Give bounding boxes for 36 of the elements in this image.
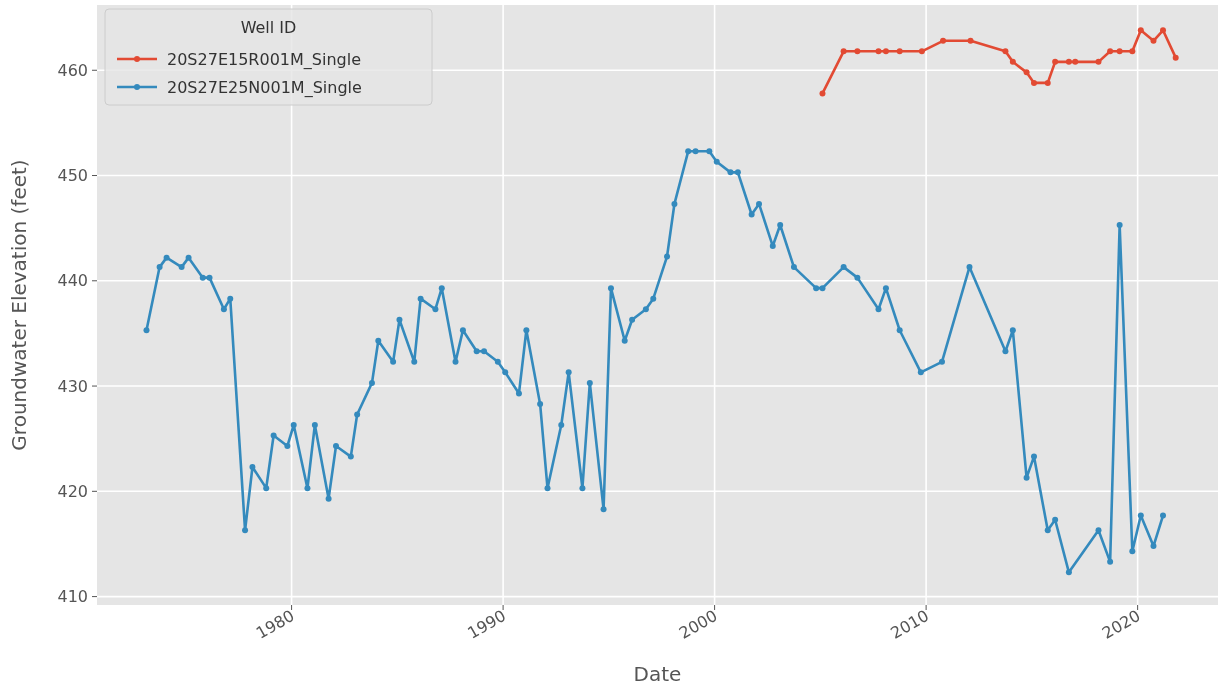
y-tick-label: 410 [57, 587, 88, 607]
y-tick-label: 440 [57, 271, 88, 291]
legend-title: Well ID [240, 18, 297, 37]
x-axis-title: Date [633, 662, 682, 686]
legend-label: 20S27E25N001M_Single [167, 78, 362, 98]
y-tick-label: 460 [57, 60, 88, 80]
point [1137, 27, 1144, 34]
point [1072, 58, 1079, 65]
point [1065, 58, 1072, 65]
y-tick-label: 450 [57, 166, 88, 186]
y-tick-label: 420 [57, 481, 88, 501]
point [967, 37, 974, 44]
point [1023, 69, 1030, 76]
point [1009, 58, 1016, 65]
point [882, 48, 889, 55]
legend-label: 20S27E15R001M_Single [167, 50, 361, 70]
point [1002, 48, 1009, 55]
point [1150, 37, 1157, 44]
point [840, 48, 847, 55]
point [854, 48, 861, 55]
point [896, 48, 903, 55]
point [1030, 79, 1037, 86]
point [1116, 48, 1123, 55]
point [1172, 54, 1179, 61]
y-tick-label: 430 [57, 376, 88, 396]
point [1107, 48, 1114, 55]
point [1129, 48, 1136, 55]
point [918, 48, 925, 55]
point [940, 37, 947, 44]
point [1044, 79, 1051, 86]
y-axis-title: Groundwater Elevation (feet) [7, 159, 31, 451]
point [1052, 58, 1059, 65]
point [1160, 27, 1167, 34]
point [819, 90, 826, 97]
point [875, 48, 882, 55]
point [1095, 58, 1102, 65]
